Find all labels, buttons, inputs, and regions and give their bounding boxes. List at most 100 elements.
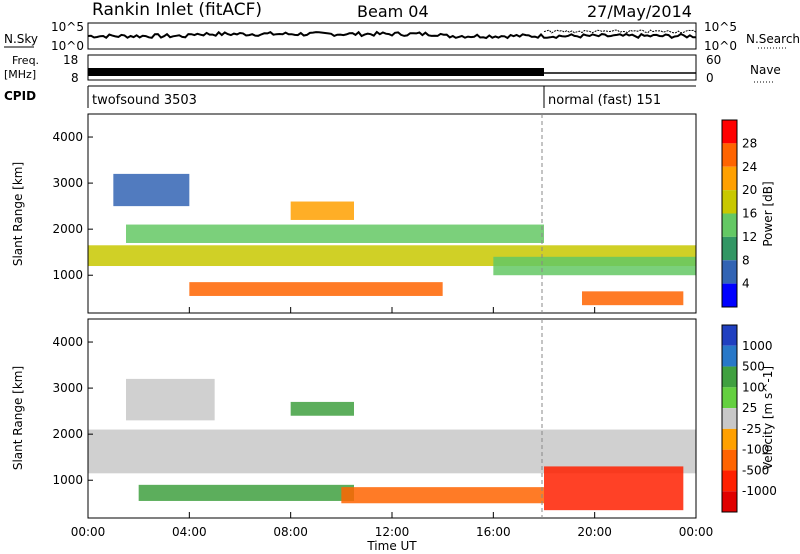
colorbar-cell — [722, 213, 737, 237]
colorbar-cell — [722, 190, 737, 214]
y-tick-label: 2000 — [52, 427, 83, 441]
cpid-segment-1: normal (fast) 151 — [548, 93, 661, 108]
heatmap-band — [290, 201, 354, 220]
velocity-heatmap — [88, 378, 696, 511]
x-tick-label: 20:00 — [577, 525, 612, 539]
heatmap-band — [126, 378, 215, 421]
y-tick-label: 1000 — [52, 473, 83, 487]
y-tick-label: 4000 — [52, 335, 83, 349]
cpid-segment-0: twofsound 3503 — [92, 93, 197, 108]
colorbar-tick-label: 16 — [742, 207, 757, 221]
heatmap-band — [341, 487, 544, 504]
heatmap-band — [126, 224, 544, 243]
colorbar-cell — [722, 166, 737, 191]
date-label: 27/May/2014 — [587, 2, 692, 21]
y-tick-label: 3000 — [52, 176, 83, 190]
colorbar-tick-label: 24 — [742, 160, 757, 174]
colorbar-tick-label: -100 — [742, 443, 769, 457]
colorbar-tick-label: 4 — [742, 277, 750, 291]
x-axis-label: Time UT — [366, 539, 417, 553]
colorbar-tick-label: 28 — [742, 136, 757, 150]
power-colorbar: 28 24 20 16 12 8 4 — [721, 119, 757, 308]
nsearch-tick-top: 10^5 — [704, 20, 737, 34]
cpid-panel: CPID twofsound 3503 normal (fast) 151 — [4, 85, 696, 108]
plot-title: Rankin Inlet (fitACF) — [92, 0, 262, 20]
x-tick-label: 04:00 — [172, 525, 207, 539]
heatmap-band — [544, 466, 684, 511]
colorbar-frame — [721, 119, 738, 308]
cpid-label: CPID — [4, 89, 36, 103]
colorbar-cell — [722, 283, 737, 307]
power-y-axis: 1000 2000 3000 4000 — [52, 130, 93, 282]
colorbar-cell — [722, 120, 737, 144]
colorbar-tick-label: 100 — [742, 380, 765, 394]
nsky-tick-top: 10^5 — [51, 20, 84, 34]
heatmap-band — [113, 173, 190, 207]
colorbar-tick-label: -1000 — [742, 484, 777, 498]
power-panel: 1000 2000 3000 4000 Slant Range [km] 28 24 20… — [11, 113, 775, 314]
colorbar-tick-label: 500 — [742, 360, 765, 374]
velocity-colorbar-label: Velocity [m s^-1] — [761, 366, 775, 470]
colorbar-frame — [721, 324, 738, 513]
velocity-y-label: Slant Range [km] — [11, 366, 25, 470]
nsky-trace — [87, 30, 697, 40]
heatmap-band — [138, 484, 354, 501]
y-tick-label: 1000 — [52, 268, 83, 282]
nsearch-trace — [543, 29, 697, 34]
x-tick-label: 00:00 — [679, 525, 714, 539]
colorbar-cell — [722, 345, 737, 367]
heatmap-band — [493, 256, 696, 276]
freq-frame — [87, 54, 697, 81]
colorbar-cell — [722, 236, 737, 261]
colorbar-cell — [722, 408, 737, 429]
colorbar-tick-label: -500 — [742, 463, 769, 477]
y-tick-label: 4000 — [52, 130, 83, 144]
heatmap-band — [189, 282, 443, 296]
colorbar-tick-label: -25 — [742, 422, 762, 436]
colorbar-tick-label: 20 — [742, 183, 757, 197]
heatmap-band — [88, 429, 696, 474]
freq-tick-bottom: 8 — [71, 71, 79, 85]
velocity-panel: 1000 2000 3000 4000 Slant Range [km] 1000 50… — [11, 318, 777, 519]
time-axis: 00:00 04:00 08:00 12:00 16:00 20:00 00:00 — [71, 307, 714, 539]
beam-label: Beam 04 — [357, 2, 429, 21]
colorbar-cell — [722, 491, 737, 512]
nsearch-tick-bottom: 10^0 — [704, 39, 737, 53]
heatmap-band — [290, 401, 354, 416]
colorbar-tick-label: 25 — [742, 401, 757, 415]
colorbar-cell — [722, 428, 737, 450]
nsearch-label: N.Search — [746, 32, 800, 46]
freq-unit: [MHz] — [4, 68, 36, 81]
x-tick-label: 12:00 — [375, 525, 410, 539]
power-y-label: Slant Range [km] — [11, 162, 25, 266]
colorbar-cell — [722, 470, 737, 492]
power-heatmap — [88, 173, 696, 306]
freq-tick-top: 18 — [63, 53, 78, 67]
velocity-y-axis: 1000 2000 3000 4000 — [52, 335, 93, 487]
nsky-label: N.Sky — [4, 32, 38, 46]
colorbar-tick-label: 12 — [742, 230, 757, 244]
nsky-panel: N.Sky 10^5 10^0 10^5 10^0 N.Search — [4, 20, 800, 53]
freq-panel: Freq. [MHz] 18 8 60 0 Nave — [4, 53, 781, 85]
nave-tick-bottom: 0 — [706, 71, 714, 85]
colorbar-tick-label: 8 — [742, 253, 750, 267]
freq-label: Freq. — [12, 54, 39, 67]
colorbar-cell — [722, 366, 737, 388]
x-tick-label: 08:00 — [273, 525, 308, 539]
colorbar-cell — [722, 449, 737, 471]
colorbar-cell — [722, 325, 737, 346]
nave-label: Nave — [750, 63, 781, 77]
y-tick-label: 2000 — [52, 222, 83, 236]
colorbar-tick-label: 1000 — [742, 339, 773, 353]
heatmap-band — [582, 291, 684, 306]
colorbar-cell — [722, 143, 737, 167]
x-tick-label: 00:00 — [71, 525, 106, 539]
nave-tick-top: 60 — [706, 53, 721, 67]
colorbar-cell — [722, 260, 737, 284]
freq-trace — [88, 68, 544, 76]
power-colorbar-label: Power [dB] — [761, 181, 775, 246]
velocity-colorbar: 1000 500 100 25 -25 -100 -500 -1000 — [721, 324, 777, 513]
y-tick-label: 3000 — [52, 381, 83, 395]
